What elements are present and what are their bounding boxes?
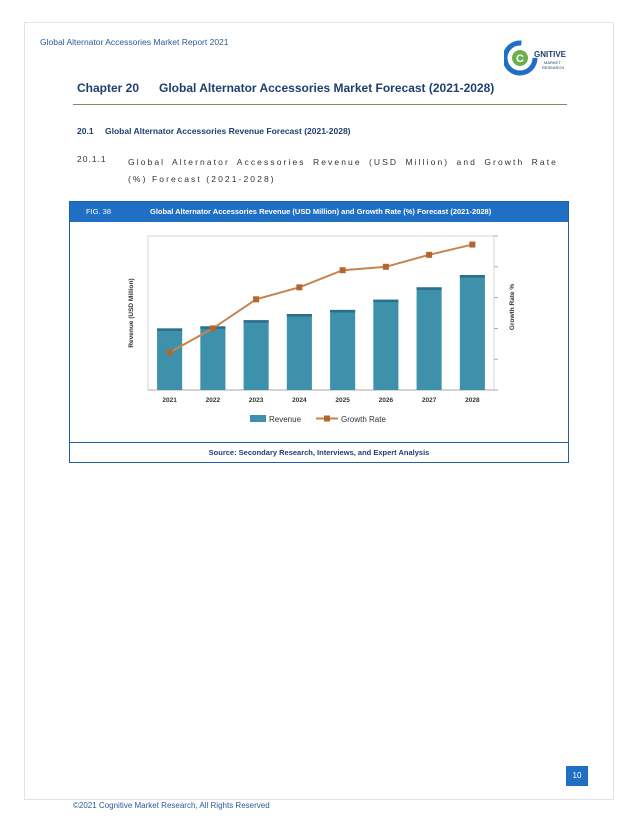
revenue-bar-cap <box>243 320 269 323</box>
x-tick-label: 2026 <box>379 397 394 404</box>
revenue-bar <box>416 287 442 390</box>
figure-source: Source: Secondary Research, Interviews, … <box>208 448 430 457</box>
revenue-bar <box>330 309 356 390</box>
x-tick-label: 2023 <box>249 397 264 404</box>
plot-area <box>147 235 495 391</box>
section-heading: 20.1 Global Alternator Accessories Revenu… <box>77 126 351 136</box>
revenue-bar-cap <box>330 309 356 313</box>
legend-growth-marker <box>324 415 330 422</box>
running-header: Global Alternator Accessories Market Rep… <box>40 37 229 47</box>
page-frame <box>24 22 614 800</box>
growth-rate-point <box>253 296 260 303</box>
logo-sub-text-1: MARKET <box>544 60 561 65</box>
company-logo: C GNITIVE MARKET RESEARCH <box>504 40 567 76</box>
figure-label: FIG. 38 <box>86 207 112 216</box>
revenue-bar <box>157 328 183 390</box>
growth-rate-point <box>339 267 346 274</box>
revenue-bar-cap <box>157 328 183 331</box>
y2-axis-label: Growth Rate % <box>509 284 516 330</box>
subsection-title: Global Alternator Accessories Revenue (U… <box>128 157 558 184</box>
revenue-bar <box>286 314 312 390</box>
figure-header: FIG. 38 Global Alternator Accessories Re… <box>70 202 568 222</box>
revenue-bar <box>200 326 226 390</box>
growth-rate-point <box>382 263 389 270</box>
x-tick-label: 2027 <box>422 397 437 404</box>
growth-rate-point <box>296 284 303 291</box>
revenue-bar <box>373 299 399 390</box>
growth-rate-point <box>166 349 173 356</box>
x-tick-label: 2021 <box>162 397 177 404</box>
chapter-number: Chapter 20 <box>77 81 140 95</box>
logo-main-text: GNITIVE <box>534 50 567 59</box>
x-tick-label: 2028 <box>465 397 480 404</box>
revenue-bar-cap <box>373 299 399 303</box>
growth-rate-point <box>426 251 433 258</box>
legend-growth-label: Growth Rate <box>341 415 386 424</box>
revenue-bar-cap <box>459 275 485 278</box>
section-number: 20.1 <box>77 126 94 136</box>
growth-rate-point <box>469 241 476 248</box>
section-title: Global Alternator Accessories Revenue Fo… <box>105 126 351 136</box>
legend-revenue-label: Revenue <box>269 415 302 424</box>
y-axis-label: Revenue (USD Million) <box>128 278 135 347</box>
revenue-bar-cap <box>286 314 312 317</box>
revenue-bar <box>459 275 485 390</box>
x-tick-label: 2024 <box>292 397 307 404</box>
chapter-rule <box>73 104 567 105</box>
figure-box: FIG. 38 Global Alternator Accessories Re… <box>69 201 569 463</box>
growth-rate-point <box>209 325 216 332</box>
page-number: 10 <box>566 766 588 786</box>
chapter-heading: Global Alternator Accessories Market For… <box>159 81 495 95</box>
legend-revenue-swatch <box>250 415 266 422</box>
figure-divider <box>70 442 568 443</box>
logo-sub-text-2: RESEARCH <box>542 65 564 70</box>
x-tick-label: 2025 <box>335 397 350 404</box>
subsection-number: 20.1.1 <box>77 154 107 164</box>
logo-letter: C <box>516 53 524 65</box>
revenue-bar-cap <box>416 287 442 290</box>
revenue-growth-chart: 2021 2022 2023 2024 2025 2026 2027 2028 Revenue … <box>128 235 516 424</box>
figure-title: Global Alternator Accessories Revenue (U… <box>150 207 492 216</box>
footer-copyright: ©2021 Cognitive Market Research, All Rig… <box>73 801 270 810</box>
chapter-title: Chapter 20 Global Alternator Accessories … <box>77 81 494 95</box>
x-tick-label: 2022 <box>206 397 221 404</box>
growth-rate-line <box>169 243 473 354</box>
revenue-bar <box>243 320 269 390</box>
